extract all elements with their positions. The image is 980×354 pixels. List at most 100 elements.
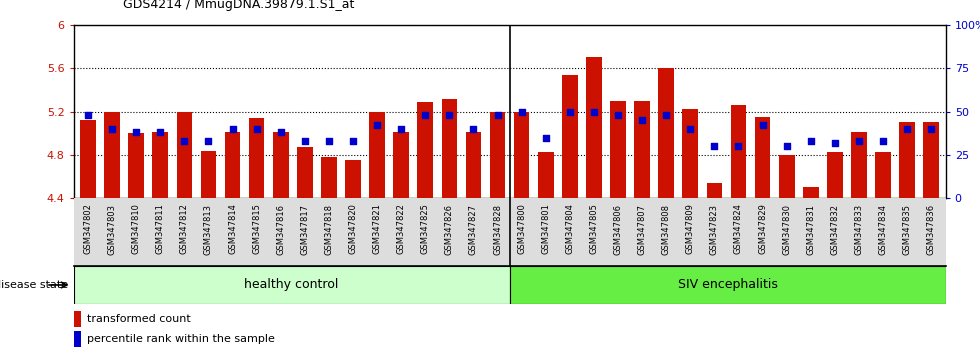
Text: GSM347802: GSM347802 xyxy=(83,204,92,255)
Point xyxy=(490,112,506,118)
Text: transformed count: transformed count xyxy=(86,314,190,324)
Bar xyxy=(490,112,506,198)
Text: GSM347831: GSM347831 xyxy=(807,204,815,255)
Bar xyxy=(201,150,217,198)
Text: GSM347822: GSM347822 xyxy=(397,204,406,255)
Point xyxy=(393,126,409,132)
Bar xyxy=(393,132,409,198)
Bar xyxy=(707,183,722,198)
Bar xyxy=(611,101,626,198)
Point xyxy=(923,126,939,132)
Text: GSM347808: GSM347808 xyxy=(662,204,670,255)
Bar xyxy=(755,117,770,198)
Point xyxy=(249,126,265,132)
Text: GSM347817: GSM347817 xyxy=(300,204,310,255)
Text: GSM347835: GSM347835 xyxy=(903,204,911,255)
Point xyxy=(369,122,385,128)
Text: GSM347815: GSM347815 xyxy=(252,204,261,255)
Point xyxy=(104,126,120,132)
Bar xyxy=(659,68,674,198)
Text: GSM347800: GSM347800 xyxy=(517,204,526,255)
Point xyxy=(272,130,288,135)
Text: GSM347818: GSM347818 xyxy=(324,204,333,255)
Bar xyxy=(128,133,144,198)
Text: SIV encephalitis: SIV encephalitis xyxy=(678,279,777,291)
Bar xyxy=(923,122,939,198)
Bar xyxy=(875,152,891,198)
Bar xyxy=(80,120,96,198)
Bar xyxy=(345,160,361,198)
Bar xyxy=(562,75,577,198)
Bar xyxy=(634,101,650,198)
Bar xyxy=(417,102,433,198)
Point xyxy=(80,112,96,118)
Bar xyxy=(153,132,168,198)
Text: GSM347828: GSM347828 xyxy=(493,204,502,255)
Point xyxy=(153,130,169,135)
Point xyxy=(586,109,602,114)
Text: GSM347806: GSM347806 xyxy=(613,204,622,255)
Point xyxy=(417,112,433,118)
Text: GSM347836: GSM347836 xyxy=(927,204,936,255)
Text: GSM347820: GSM347820 xyxy=(349,204,358,255)
Bar xyxy=(249,118,265,198)
Text: GSM347809: GSM347809 xyxy=(686,204,695,255)
Bar xyxy=(224,132,240,198)
Bar xyxy=(827,152,843,198)
Point xyxy=(128,130,144,135)
Bar xyxy=(297,147,313,198)
Point xyxy=(659,112,674,118)
Bar xyxy=(74,266,510,304)
Text: GSM347801: GSM347801 xyxy=(541,204,550,255)
Text: GSM347826: GSM347826 xyxy=(445,204,454,255)
Bar xyxy=(74,311,81,327)
Point xyxy=(538,135,554,141)
Point xyxy=(321,138,337,144)
Text: healthy control: healthy control xyxy=(244,279,339,291)
Point xyxy=(682,126,698,132)
Text: GSM347807: GSM347807 xyxy=(638,204,647,255)
Point xyxy=(297,138,313,144)
Point xyxy=(803,138,818,144)
Text: GSM347823: GSM347823 xyxy=(710,204,719,255)
Text: disease state: disease state xyxy=(0,280,69,290)
Bar xyxy=(466,132,481,198)
Bar xyxy=(514,112,529,198)
Bar xyxy=(369,112,385,198)
Point xyxy=(875,138,891,144)
Bar xyxy=(176,112,192,198)
Bar xyxy=(779,155,795,198)
Text: GSM347813: GSM347813 xyxy=(204,204,213,255)
Point xyxy=(611,112,626,118)
Bar xyxy=(682,109,698,198)
Text: GSM347810: GSM347810 xyxy=(131,204,141,255)
Bar xyxy=(272,132,288,198)
Bar xyxy=(731,105,747,198)
Text: GSM347834: GSM347834 xyxy=(878,204,888,255)
Text: GSM347812: GSM347812 xyxy=(180,204,189,255)
Text: GSM347829: GSM347829 xyxy=(759,204,767,255)
Text: GSM347804: GSM347804 xyxy=(565,204,574,255)
Bar xyxy=(442,98,458,198)
Point xyxy=(731,143,747,149)
Bar xyxy=(586,57,602,198)
Text: percentile rank within the sample: percentile rank within the sample xyxy=(86,334,274,344)
Text: GSM347805: GSM347805 xyxy=(589,204,599,255)
Bar xyxy=(803,187,818,198)
Text: GSM347816: GSM347816 xyxy=(276,204,285,255)
Text: GDS4214 / MmugDNA.39879.1.S1_at: GDS4214 / MmugDNA.39879.1.S1_at xyxy=(122,0,354,11)
Point xyxy=(466,126,481,132)
Text: GSM347825: GSM347825 xyxy=(420,204,430,255)
Text: GSM347814: GSM347814 xyxy=(228,204,237,255)
Bar xyxy=(321,157,337,198)
Bar xyxy=(900,122,915,198)
Text: GSM347833: GSM347833 xyxy=(855,204,863,255)
Point xyxy=(176,138,192,144)
Bar xyxy=(538,152,554,198)
Point xyxy=(442,112,458,118)
Point xyxy=(201,138,217,144)
Bar xyxy=(74,331,81,347)
Point xyxy=(345,138,361,144)
Point xyxy=(779,143,795,149)
Bar xyxy=(104,112,120,198)
